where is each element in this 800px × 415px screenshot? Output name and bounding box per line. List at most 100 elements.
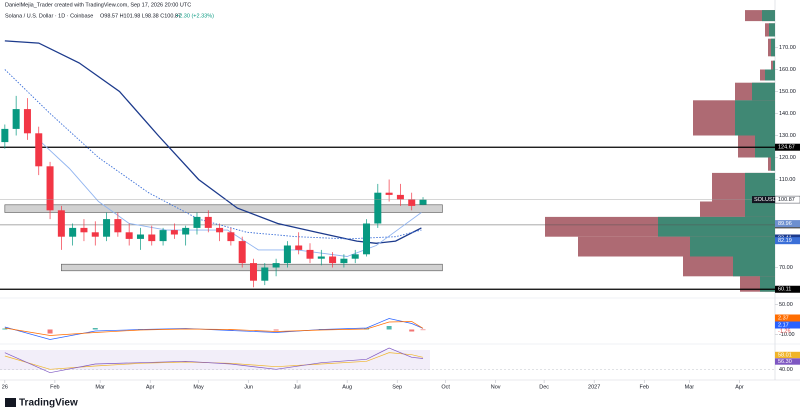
symbol-tag-box bbox=[752, 196, 775, 204]
candle-body bbox=[396, 194, 404, 200]
axis-label-box bbox=[775, 220, 800, 228]
profile-up bbox=[769, 23, 775, 37]
candle-body bbox=[136, 234, 144, 239]
rsi-line bbox=[4, 347, 424, 374]
x-tick-label: Mar bbox=[685, 384, 695, 390]
x-tick-label: Nov bbox=[491, 384, 501, 390]
candle-body bbox=[317, 256, 325, 259]
rsi-line bbox=[4, 352, 424, 370]
macd-histogram-bar bbox=[273, 329, 279, 331]
creator: DanielMejia_Trader created with TradingV… bbox=[5, 2, 191, 8]
candle-body bbox=[23, 109, 31, 134]
candle-body bbox=[385, 192, 393, 195]
candle-body bbox=[204, 216, 212, 228]
macd-histogram-bar bbox=[228, 329, 234, 331]
x-tick-label: 2027 bbox=[588, 384, 600, 390]
rsi-value-box bbox=[775, 351, 800, 359]
rsi-value: 56.30 bbox=[778, 359, 792, 365]
macd-histogram-value: -1.26 bbox=[778, 328, 791, 334]
candle-body bbox=[227, 232, 235, 242]
profile-up bbox=[690, 236, 775, 257]
candle-body bbox=[170, 230, 178, 235]
candle-body bbox=[295, 245, 303, 250]
profile-up bbox=[755, 135, 775, 158]
candle-body bbox=[1, 128, 9, 143]
y-tick-label: 70.00 bbox=[779, 265, 793, 271]
y-tick-label: 110.00 bbox=[779, 177, 795, 183]
macd-histogram-bar bbox=[386, 326, 392, 330]
y-tick-label: 170.00 bbox=[779, 45, 796, 51]
ohlc: O98.57 H101.98 L98.38 C100.87 bbox=[100, 13, 181, 19]
candle-body bbox=[216, 227, 224, 233]
x-tick-label: Aug bbox=[342, 384, 352, 390]
candle-body bbox=[69, 227, 77, 237]
level-label-box bbox=[775, 285, 800, 293]
candle-body bbox=[408, 199, 416, 206]
profile-up bbox=[735, 100, 775, 136]
rsi-tick-label: 40.00 bbox=[779, 367, 793, 373]
macd-histogram-bar bbox=[47, 329, 53, 334]
y-tick-label: 140.00 bbox=[779, 111, 796, 117]
candle-body bbox=[193, 216, 201, 228]
macd-tick-label: 50.00 bbox=[779, 302, 793, 308]
profile-up bbox=[771, 38, 775, 57]
candle-body bbox=[159, 230, 167, 242]
profile-up bbox=[658, 216, 775, 237]
y-tick-label: 160.00 bbox=[779, 67, 796, 73]
macd-histogram-bar bbox=[92, 328, 98, 330]
candle-body bbox=[80, 227, 88, 233]
rsi-value: 58.01 bbox=[778, 352, 792, 358]
candle-body bbox=[272, 263, 280, 268]
x-tick-label: Sep bbox=[392, 384, 402, 390]
candle-body bbox=[148, 234, 156, 242]
candle-body bbox=[419, 199, 427, 205]
candle-body bbox=[46, 166, 54, 211]
x-tick-label: May bbox=[193, 384, 204, 390]
axis-label: 82.19 bbox=[778, 238, 792, 244]
candle-body bbox=[182, 227, 190, 235]
candle-body bbox=[35, 133, 43, 167]
last-price-box bbox=[774, 195, 800, 204]
symbol: Solana / U.S. Dollar · 1D · Coinbase bbox=[5, 13, 93, 19]
axis-label-box bbox=[775, 237, 800, 245]
candle-body bbox=[103, 219, 111, 237]
moving-average bbox=[38, 139, 422, 257]
x-tick-label: Jun bbox=[244, 384, 253, 390]
level-label: 60.11 bbox=[778, 287, 791, 293]
x-tick-label: Oct bbox=[441, 384, 450, 390]
profile-up bbox=[745, 201, 775, 217]
candle-body bbox=[261, 267, 269, 281]
candle-body bbox=[340, 258, 348, 264]
y-tick-label: 120.00 bbox=[779, 155, 796, 161]
moving-average bbox=[4, 40, 422, 244]
x-tick-label: Feb bbox=[50, 384, 59, 390]
profile-up bbox=[733, 256, 775, 277]
candle-body bbox=[238, 241, 246, 264]
candle-body bbox=[57, 210, 65, 237]
macd-histogram-bar bbox=[409, 329, 415, 332]
candle-body bbox=[249, 263, 257, 281]
candle-body bbox=[283, 245, 291, 264]
x-tick-label: Jul bbox=[294, 384, 301, 390]
level-label: 124.67 bbox=[778, 145, 795, 151]
macd-value-box bbox=[775, 314, 800, 322]
macd-value-box bbox=[775, 321, 800, 329]
macd-line bbox=[4, 321, 424, 336]
candle-body bbox=[12, 109, 20, 129]
candle-body bbox=[125, 232, 133, 239]
candle-body bbox=[363, 223, 371, 255]
profile-up bbox=[762, 10, 775, 22]
brand-name: TradingView bbox=[19, 398, 78, 409]
last-price-label: 100.87 bbox=[778, 197, 795, 203]
x-tick-label: 26 bbox=[2, 384, 8, 390]
level-label-box bbox=[775, 143, 800, 151]
y-tick-label: 150.00 bbox=[779, 89, 796, 95]
x-tick-label: Apr bbox=[146, 384, 155, 390]
rsi-band bbox=[0, 350, 430, 370]
macd-value: 2.17 bbox=[778, 322, 789, 328]
profile-up bbox=[760, 276, 775, 292]
change: +2.30 (+2.33%) bbox=[176, 13, 214, 19]
x-tick-label: Dec bbox=[539, 384, 549, 390]
profile-up bbox=[771, 157, 775, 171]
